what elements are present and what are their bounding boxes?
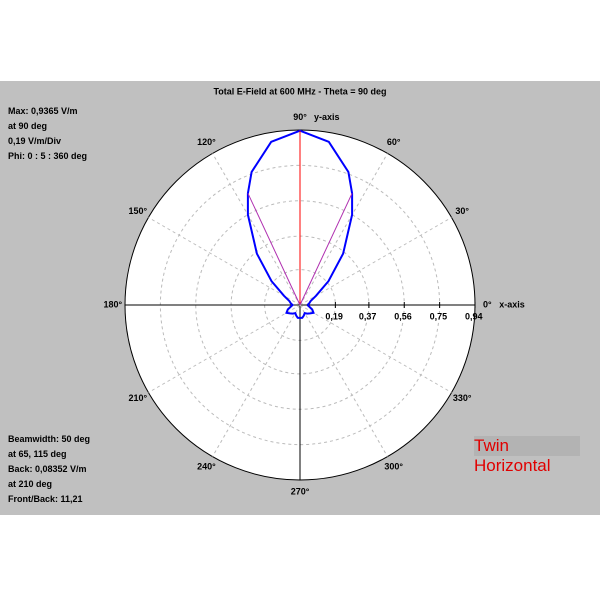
r-tick-label: 0,94: [465, 311, 483, 321]
info-line: 0,19 V/m/Div: [8, 136, 62, 146]
r-tick-label: 0,19: [325, 311, 343, 321]
angle-label: 60°: [387, 137, 401, 147]
antenna-tag: Twin Horizontal: [474, 436, 580, 476]
r-tick-label: 0,56: [394, 311, 412, 321]
pattern-curve: [246, 129, 354, 320]
info-line: at 65, 115 deg: [8, 449, 67, 459]
tag-line: Twin: [474, 436, 580, 456]
tag-line: Horizontal: [474, 456, 551, 475]
info-line: Phi: 0 : 5 : 360 deg: [8, 151, 88, 161]
info-line: Max: 0,9365 V/m: [8, 106, 78, 116]
angle-label: 270°: [291, 487, 310, 497]
grid-spoke: [299, 217, 452, 306]
r-tick-label: 0,75: [430, 311, 448, 321]
grid-spoke: [299, 153, 388, 306]
angle-label: 90°: [293, 112, 307, 122]
info-bottom: Beamwidth: 50 deg at 65, 115 deg Back: 0…: [8, 432, 90, 507]
angle-label: 150°: [129, 206, 148, 216]
angle-label: 120°: [197, 137, 216, 147]
grid-spoke: [212, 153, 301, 306]
y-axis-label: y-axis: [314, 112, 340, 122]
angle-label: 330°: [453, 393, 472, 403]
info-line: Back: 0,08352 V/m: [8, 464, 87, 474]
grid-spoke: [148, 217, 301, 306]
grid-spoke: [212, 304, 301, 457]
angle-label: 30°: [455, 206, 469, 216]
angle-label: 0°: [483, 299, 492, 309]
grid-spoke: [299, 304, 388, 457]
info-top: Max: 0,9365 V/m at 90 deg 0,19 V/m/Div P…: [8, 104, 87, 164]
direction-marker: [247, 193, 301, 306]
angle-label: 300°: [384, 462, 403, 472]
info-line: Beamwidth: 50 deg: [8, 434, 91, 444]
info-line: at 90 deg: [8, 121, 48, 131]
grid-spoke: [299, 304, 452, 393]
info-line: at 210 deg: [8, 479, 53, 489]
info-line: Front/Back: 11,21: [8, 494, 83, 504]
chart-title: Total E-Field at 600 MHz - Theta = 90 de…: [213, 86, 386, 96]
r-tick-label: 0,37: [359, 311, 377, 321]
angle-label: 240°: [197, 462, 216, 472]
x-axis-label: x-axis: [499, 299, 525, 309]
direction-marker: [299, 193, 353, 306]
grid-spoke: [148, 304, 301, 393]
angle-label: 210°: [129, 393, 148, 403]
angle-label: 180°: [103, 299, 122, 309]
